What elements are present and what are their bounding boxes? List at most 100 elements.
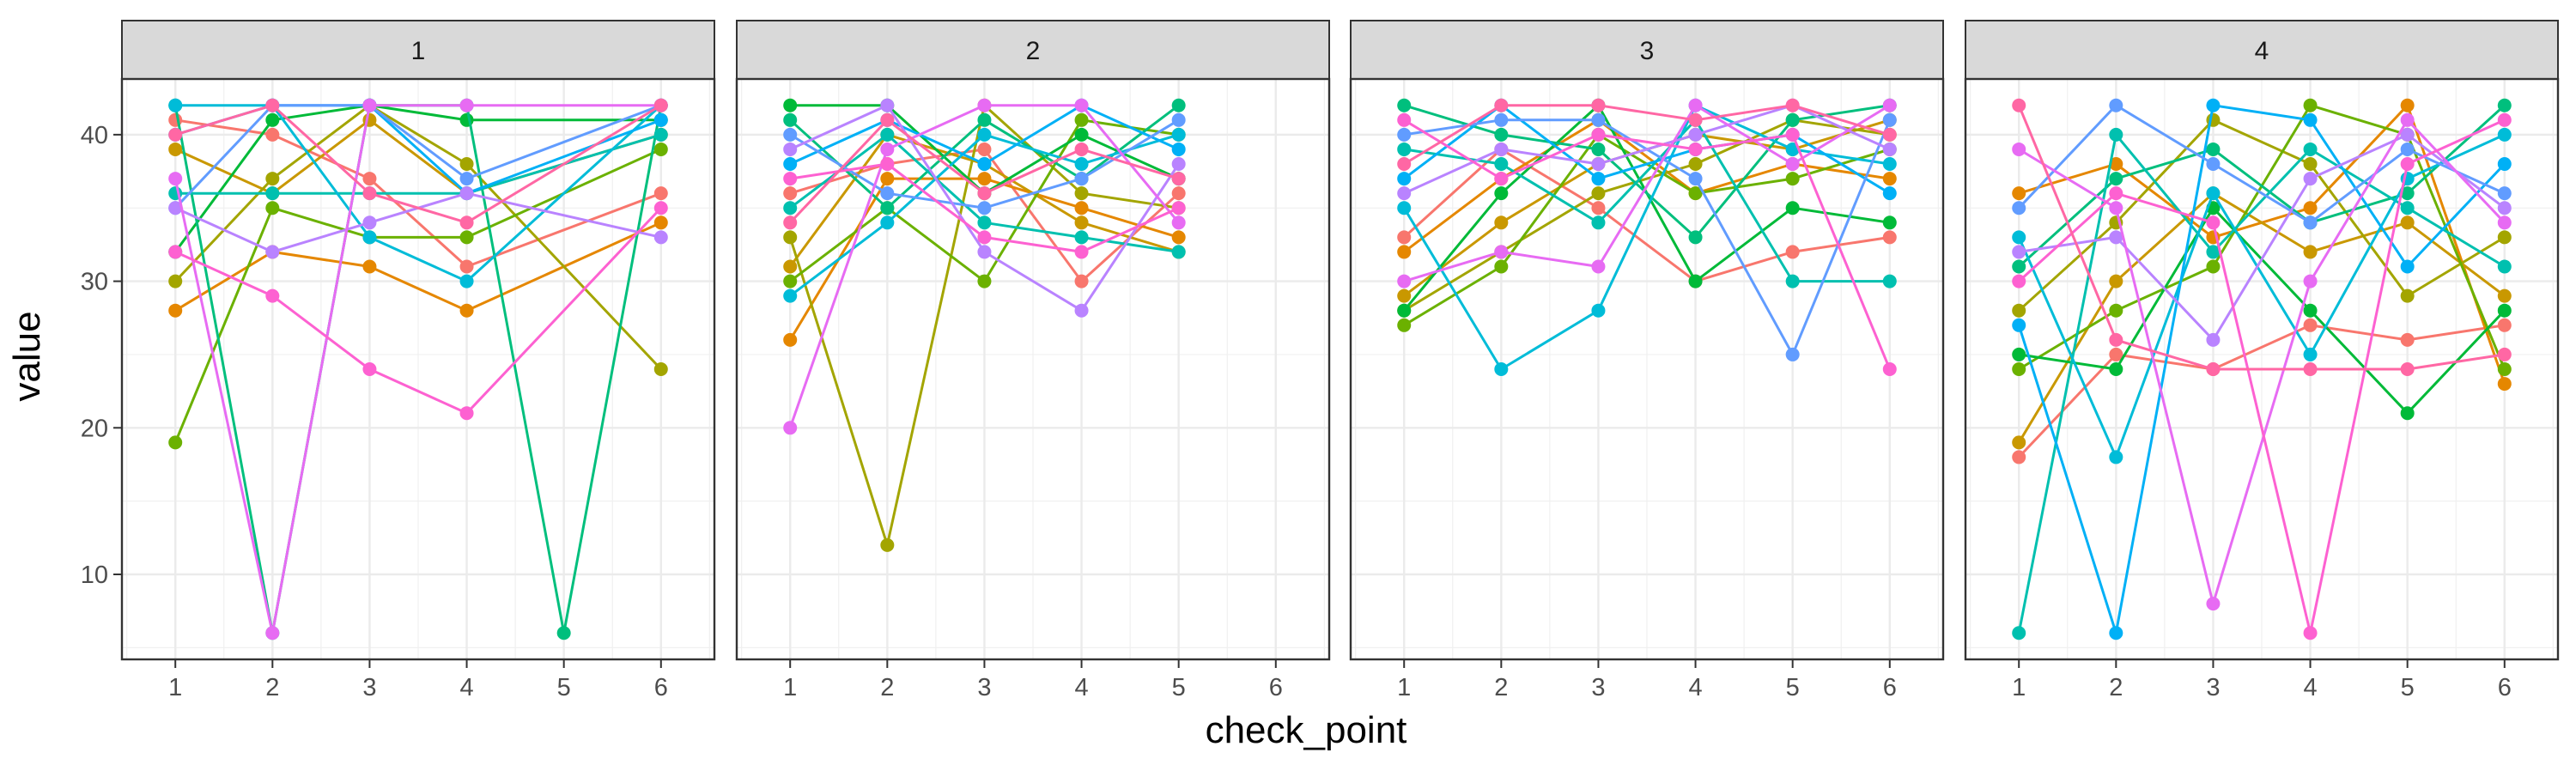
data-point (2303, 172, 2318, 186)
series-line-10 (1403, 104, 1891, 195)
data-point (880, 157, 895, 172)
data-point (2012, 245, 2026, 259)
data-point (1882, 112, 1897, 127)
facet-strip-label: 1 (411, 37, 426, 65)
data-point (2303, 215, 2318, 230)
x-tick-label: 4 (1074, 674, 1088, 701)
data-point (1688, 142, 1703, 156)
data-point (2109, 186, 2123, 201)
data-point (2400, 362, 2415, 376)
data-point (1882, 362, 1897, 376)
data-point (362, 186, 377, 201)
series-line-10 (2017, 104, 2506, 634)
data-point (265, 186, 280, 201)
data-point (2109, 274, 2123, 288)
data-point (2400, 215, 2415, 230)
data-point (362, 215, 377, 230)
panel-border (1349, 77, 1945, 661)
facet-panel-2: 2 1 2 3 4 5 6 (735, 20, 1331, 701)
data-point (783, 98, 798, 112)
data-point (1591, 127, 1606, 142)
data-point (362, 259, 377, 274)
data-point (2109, 230, 2123, 245)
series-line-15 (1403, 104, 1891, 166)
facet-strip-label: 2 (1026, 37, 1041, 65)
data-point (1397, 288, 1412, 303)
data-point (2497, 318, 2512, 332)
data-point (362, 172, 377, 186)
data-point (653, 362, 668, 376)
data-point (2303, 362, 2318, 376)
data-point (2109, 303, 2123, 318)
y-tick-label: 40 (81, 122, 108, 149)
data-point (1591, 215, 1606, 230)
data-point (977, 274, 992, 288)
data-point (653, 201, 668, 215)
data-point (783, 157, 798, 172)
data-point (2497, 215, 2512, 230)
series-line-3 (2017, 191, 2506, 444)
data-point (2400, 157, 2415, 172)
data-point (1688, 186, 1703, 201)
data-point (1397, 303, 1412, 318)
data-point (1171, 230, 1186, 245)
data-point (977, 245, 992, 259)
x-tick-label: 6 (1269, 674, 1283, 701)
data-point (362, 230, 377, 245)
facet-panel-3: 3 1 2 3 4 5 6 (1349, 20, 1945, 701)
y-tick-label: 20 (81, 415, 108, 442)
data-point (1688, 274, 1703, 288)
data-point (1882, 98, 1897, 112)
data-point (783, 186, 798, 201)
data-point (783, 332, 798, 347)
data-point (2497, 201, 2512, 215)
data-point (1785, 172, 1800, 186)
data-point (783, 201, 798, 215)
data-point (1171, 215, 1186, 230)
data-point (459, 406, 474, 421)
data-point (880, 201, 895, 215)
data-point (783, 259, 798, 274)
x-tick-label: 5 (1172, 674, 1186, 701)
data-point (2303, 98, 2318, 112)
data-point (2012, 626, 2026, 640)
x-tick-label: 2 (880, 674, 894, 701)
x-tick-label: 3 (362, 674, 376, 701)
x-tick-label: 4 (459, 674, 473, 701)
data-point (1591, 112, 1606, 127)
data-point (783, 142, 798, 156)
data-point (2497, 303, 2512, 318)
y-tick-label: 30 (81, 269, 108, 296)
data-point (1171, 157, 1186, 172)
data-point (1397, 142, 1412, 156)
data-point (1074, 186, 1089, 201)
data-point (168, 98, 183, 112)
data-point (2109, 172, 2123, 186)
data-point (2497, 112, 2512, 127)
facet-strip (1965, 20, 2559, 80)
data-point (1074, 98, 1089, 112)
data-point (1171, 127, 1186, 142)
x-tick-label: 2 (1494, 674, 1508, 701)
data-point (1074, 215, 1089, 230)
series-line-13 (1403, 104, 1891, 283)
data-point (2012, 347, 2026, 361)
data-point (2012, 259, 2026, 274)
data-point (2400, 186, 2415, 201)
data-point (783, 230, 798, 245)
data-point (2497, 288, 2512, 303)
data-point (1591, 157, 1606, 172)
data-point (556, 626, 571, 640)
data-point (2206, 98, 2221, 112)
facet-strip-label: 4 (2255, 37, 2269, 65)
data-point (1074, 142, 1089, 156)
data-point (1882, 157, 1897, 172)
data-point (2303, 274, 2318, 288)
data-point (459, 98, 474, 112)
data-point (168, 127, 183, 142)
data-point (1074, 112, 1089, 127)
facet-strip (121, 20, 715, 80)
data-point (2206, 245, 2221, 259)
data-point (2012, 142, 2026, 156)
data-point (1882, 186, 1897, 201)
